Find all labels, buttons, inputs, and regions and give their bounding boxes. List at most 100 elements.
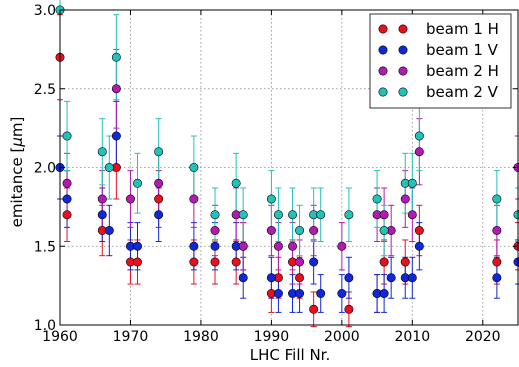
point-beam-2-H bbox=[492, 226, 502, 236]
legend-marker bbox=[398, 87, 408, 97]
legend-item-beam-2-V: beam 2 V bbox=[378, 83, 499, 101]
legend-item-beam-1-V: beam 1 V bbox=[378, 41, 499, 59]
x-tick-label: 1990 bbox=[254, 329, 290, 345]
point-beam-1-H bbox=[210, 257, 220, 267]
point-beam-1-V bbox=[407, 273, 417, 283]
point-beam-1-V bbox=[316, 288, 326, 298]
legend-item-beam-1-H: beam 1 H bbox=[378, 20, 499, 38]
point-beam-2-V bbox=[288, 210, 298, 220]
point-beam-1-V bbox=[210, 241, 220, 251]
point-beam-2-V bbox=[344, 210, 354, 220]
legend: beam 1 H beam 1 V beam 2 H beam 2 V bbox=[369, 13, 512, 109]
point-beam-1-V bbox=[266, 273, 276, 283]
legend-label: beam 2 H bbox=[426, 62, 499, 80]
point-beam-1-H bbox=[414, 226, 424, 236]
point-beam-1-H bbox=[154, 194, 164, 204]
point-beam-2-H bbox=[111, 84, 121, 94]
point-beam-1-H bbox=[400, 257, 410, 267]
point-beam-1-H bbox=[344, 304, 354, 314]
point-beam-2-V bbox=[379, 226, 389, 236]
point-beam-2-V bbox=[104, 163, 114, 173]
x-tick-label: 2020 bbox=[465, 329, 501, 345]
point-beam-1-V bbox=[386, 273, 396, 283]
point-beam-1-H bbox=[133, 257, 143, 267]
point-beam-2-V bbox=[189, 163, 199, 173]
point-beam-2-H bbox=[309, 226, 319, 236]
point-beam-2-V bbox=[154, 147, 164, 157]
point-beam-1-V bbox=[414, 241, 424, 251]
point-beam-2-V bbox=[97, 147, 107, 157]
legend-item-beam-2-H: beam 2 H bbox=[378, 62, 499, 80]
point-beam-2-H bbox=[189, 194, 199, 204]
point-beam-1-V bbox=[337, 288, 347, 298]
point-beam-1-V bbox=[62, 194, 72, 204]
point-beam-2-V bbox=[414, 131, 424, 141]
point-beam-1-H bbox=[379, 257, 389, 267]
point-beam-1-V bbox=[344, 273, 354, 283]
point-beam-1-H bbox=[189, 257, 199, 267]
legend-marker bbox=[398, 24, 408, 34]
point-beam-1-V bbox=[97, 210, 107, 220]
legend-marker bbox=[378, 66, 388, 76]
point-beam-1-V bbox=[104, 226, 114, 236]
point-beam-2-H bbox=[407, 210, 417, 220]
y-tick-label: 1.0 bbox=[34, 318, 56, 334]
legend-label: beam 2 V bbox=[426, 83, 499, 101]
point-beam-2-H bbox=[266, 226, 276, 236]
point-beam-2-H bbox=[400, 194, 410, 204]
point-beam-1-H bbox=[62, 210, 72, 220]
point-beam-2-V bbox=[266, 194, 276, 204]
point-beam-1-V bbox=[154, 210, 164, 220]
y-axis-label-mu: μ bbox=[8, 137, 26, 148]
point-beam-2-V bbox=[295, 226, 305, 236]
y-axis-label-prefix: emitance [ bbox=[8, 147, 26, 228]
point-beam-2-V bbox=[111, 52, 121, 62]
point-beam-1-V bbox=[295, 288, 305, 298]
point-beam-1-V bbox=[273, 288, 283, 298]
y-axis-label: emitance [μm] bbox=[8, 117, 26, 228]
point-beam-1-H bbox=[309, 304, 319, 314]
point-beam-2-V bbox=[231, 178, 241, 188]
point-beam-2-V bbox=[372, 194, 382, 204]
point-beam-1-V bbox=[492, 273, 502, 283]
y-tick-label: 2.5 bbox=[34, 82, 56, 98]
point-beam-2-V bbox=[492, 194, 502, 204]
point-beam-2-H bbox=[210, 226, 220, 236]
point-beam-2-V bbox=[316, 210, 326, 220]
y-axis-label-suffix: m] bbox=[8, 117, 26, 137]
legend-box bbox=[369, 13, 512, 109]
point-beam-1-V bbox=[238, 273, 248, 283]
point-beam-1-H bbox=[295, 273, 305, 283]
x-tick-label: 1960 bbox=[42, 329, 78, 345]
point-beam-1-V bbox=[309, 257, 319, 267]
point-beam-2-H bbox=[414, 147, 424, 157]
point-beam-2-H bbox=[379, 210, 389, 220]
point-beam-2-H bbox=[337, 241, 347, 251]
point-beam-1-H bbox=[492, 257, 502, 267]
point-beam-2-H bbox=[97, 194, 107, 204]
legend-marker bbox=[378, 24, 388, 34]
point-beam-2-H bbox=[125, 194, 135, 204]
point-beam-2-H bbox=[238, 241, 248, 251]
point-beam-1-H bbox=[231, 257, 241, 267]
point-beam-2-H bbox=[273, 241, 283, 251]
point-beam-2-V bbox=[273, 210, 283, 220]
x-tick-label: 1980 bbox=[183, 329, 219, 345]
point-beam-2-V bbox=[210, 210, 220, 220]
y-tick-label: 3.0 bbox=[34, 3, 56, 19]
point-beam-2-V bbox=[238, 210, 248, 220]
legend-marker bbox=[378, 87, 388, 97]
point-beam-1-V bbox=[379, 288, 389, 298]
legend-label: beam 1 H bbox=[426, 20, 499, 38]
x-tick-label: 2010 bbox=[394, 329, 430, 345]
legend-label: beam 1 V bbox=[426, 41, 499, 59]
legend-marker bbox=[398, 66, 408, 76]
point-beam-2-V bbox=[407, 178, 417, 188]
point-beam-1-V bbox=[111, 131, 121, 141]
x-axis-label: LHC Fill Nr. bbox=[250, 346, 330, 364]
y-tick-label: 2.0 bbox=[34, 161, 56, 177]
point-beam-2-H bbox=[62, 178, 72, 188]
point-beam-2-H bbox=[288, 241, 298, 251]
point-beam-1-V bbox=[189, 241, 199, 251]
legend-marker bbox=[378, 45, 388, 55]
